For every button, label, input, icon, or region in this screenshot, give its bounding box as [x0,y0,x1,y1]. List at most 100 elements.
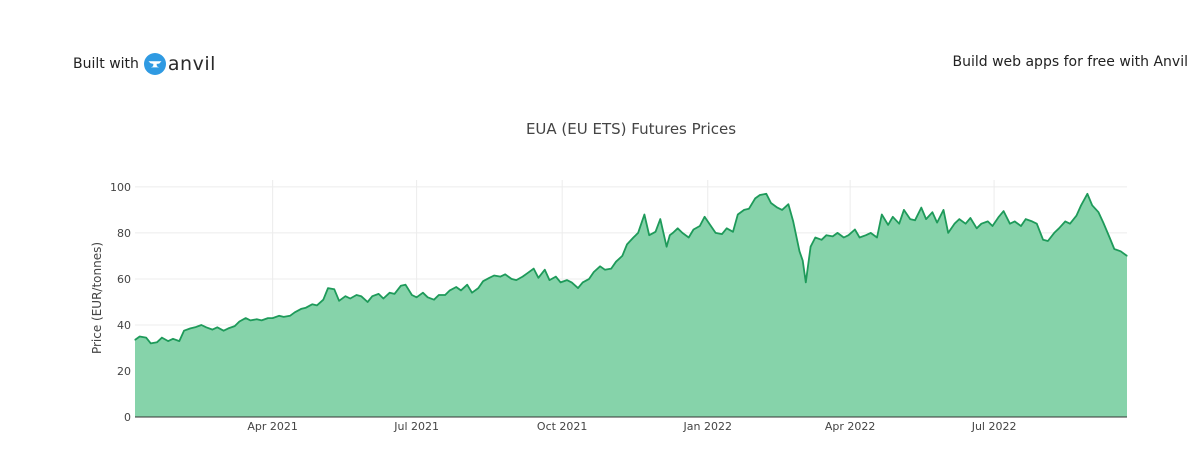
price-point [688,236,690,239]
price-point [1014,220,1016,222]
price-point [294,311,296,313]
price-point [371,295,373,297]
price-point [134,339,136,341]
price-point [1126,255,1128,257]
price-point [1097,211,1100,213]
price-point [1047,240,1049,242]
price-point [748,208,750,210]
price-point [433,299,435,301]
price-point [150,342,152,344]
price-point [311,303,313,305]
price-point [493,274,495,277]
price-point [626,243,628,245]
price-point [245,317,247,319]
price-point [931,211,934,213]
price-point [776,207,778,209]
price-point [787,203,790,205]
promo-link[interactable]: Build web apps for free with Anvil [952,54,1188,70]
price-point [802,259,804,262]
price-point [1009,223,1011,225]
price-point [571,281,573,283]
built-with-anvil-link[interactable]: Built with anvil [73,50,216,78]
price-point [338,300,340,302]
price-point [836,232,839,234]
x-tick-label: Jul 2022 [971,420,1017,433]
y-tick-label: 80 [117,227,131,240]
price-point [920,207,922,209]
price-point [610,268,612,270]
price-point [903,209,905,211]
price-point [172,338,174,340]
price-point [256,318,258,320]
price-point [1102,222,1104,224]
price-point [892,216,894,218]
price-point [909,218,911,220]
price-point [1025,218,1027,220]
price-point [692,228,695,231]
price-area-fill [135,193,1127,417]
price-point [305,307,307,309]
x-tick-label: Jul 2021 [393,420,439,433]
price-point [859,236,861,239]
price-point [998,216,1000,218]
price-point [732,231,734,233]
price-point [278,315,280,317]
anvil-logo-icon [143,53,166,75]
price-point [980,223,983,225]
price-point [810,246,812,248]
price-point [555,276,557,278]
price-point [526,272,529,274]
price-point [139,335,141,338]
price-point [261,319,263,321]
built-with-label: Built with [73,56,139,72]
price-point [367,301,369,303]
price-point [887,224,889,226]
price-point [238,320,240,323]
price-point [710,225,712,227]
price-point [914,219,916,221]
price-point [721,233,723,235]
price-point [427,296,429,298]
y-axis-title: Price (EUR/tonnes) [90,242,104,354]
x-tick-label: Apr 2021 [247,420,298,433]
price-point [515,279,517,281]
price-point [648,234,650,236]
y-tick-label: 40 [117,319,131,332]
price-point [847,234,850,236]
price-point [400,285,402,287]
price-point [1020,225,1022,227]
price-point [510,278,513,280]
price-point [389,292,391,294]
price-point [987,220,989,222]
price-point [455,286,457,288]
price-point [422,292,424,294]
price-point [792,220,794,222]
price-point [1075,215,1077,217]
price-point [537,277,540,279]
price-point [865,234,867,236]
price-point [194,326,196,328]
price-point [333,288,335,290]
price-point [704,216,706,218]
price-point [699,225,701,227]
price-point [677,227,679,229]
price-point [382,297,384,300]
y-tick-label: 20 [117,365,131,378]
price-point [659,218,661,220]
price-point [1058,227,1060,229]
price-point [1003,210,1005,212]
price-point [881,213,883,216]
price-point [499,276,502,278]
price-point [183,330,185,332]
price-point [876,236,878,239]
x-tick-label: Jan 2022 [683,420,732,433]
y-tick-label: 100 [110,181,131,194]
price-point [322,299,324,301]
price-point [522,276,524,278]
price-point [681,232,684,234]
price-point [942,209,945,211]
price-point [533,268,535,270]
price-point [267,317,269,319]
price-point [404,284,407,286]
